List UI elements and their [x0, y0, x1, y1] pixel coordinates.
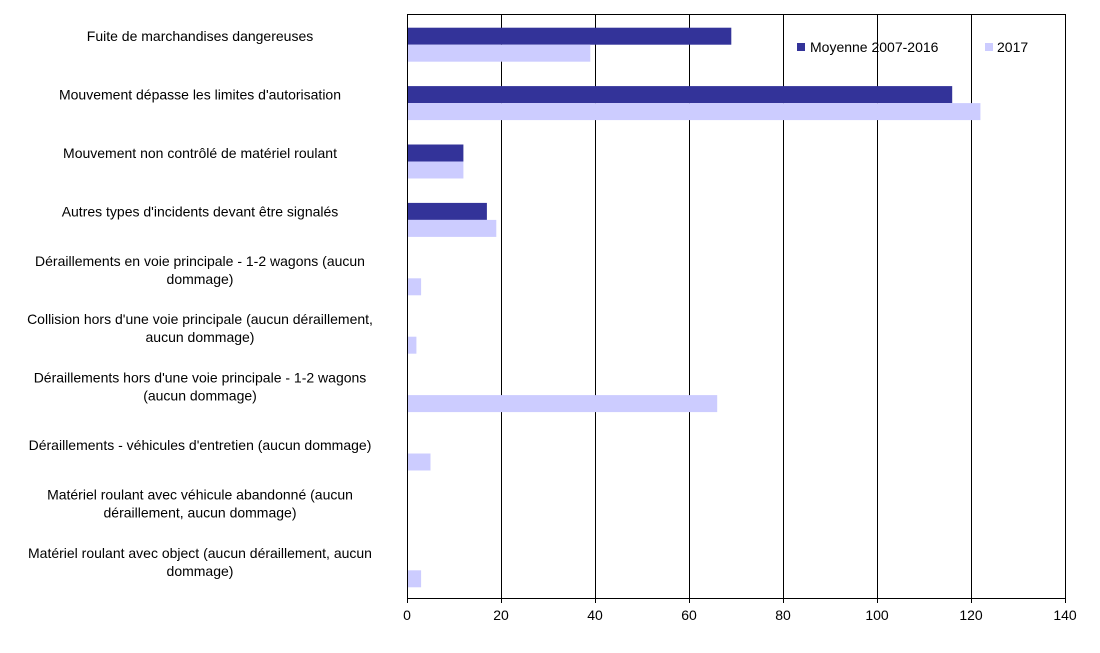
x-tick-label: 80: [775, 607, 791, 623]
x-tick-label: 0: [403, 607, 411, 623]
legend-swatch: [797, 43, 805, 51]
x-tick-label: 140: [1053, 607, 1077, 623]
category-label: Fuite de marchandises dangereuses: [87, 28, 313, 44]
x-tick-label: 60: [681, 607, 697, 623]
bar-2017-0: [407, 44, 591, 62]
x-tick-label: 100: [865, 607, 889, 623]
category-label: Autres types d'incidents devant être sig…: [62, 203, 339, 219]
legend: Moyenne 2007-2016 2017: [797, 39, 1028, 55]
x-axis: 0 20 40 60 80 100 120 140: [403, 598, 1077, 623]
x-tick-label: 20: [493, 607, 509, 623]
bar-moyenne-2007-2016-0: [407, 27, 732, 45]
bars: [407, 27, 981, 588]
category-label: Déraillements - véhicules d'entretien (a…: [29, 437, 372, 453]
plot-frame: [407, 14, 1066, 599]
bar-2017-9: [407, 570, 422, 588]
legend-label: Moyenne 2007-2016: [810, 39, 939, 55]
bar-2017-6: [407, 395, 718, 413]
legend-label: 2017: [997, 39, 1028, 55]
bar-2017-4: [407, 278, 422, 296]
bar-2017-7: [407, 453, 431, 471]
x-tick-label: 120: [959, 607, 983, 623]
x-tick-label: 40: [587, 607, 603, 623]
category-label: Mouvement dépasse les limites d'autorisa…: [59, 87, 341, 103]
legend-swatch: [985, 43, 993, 51]
category-label: Matériel roulant avec object (aucun déra…: [28, 545, 372, 579]
category-label: Collision hors d'une voie principale (au…: [27, 311, 373, 345]
category-label: Déraillements hors d'une voie principale…: [34, 370, 367, 404]
category-label: Mouvement non contrôlé de matériel roula…: [63, 145, 337, 161]
category-label: Matériel roulant avec véhicule abandonné…: [47, 486, 353, 520]
bar-moyenne-2007-2016-2: [407, 144, 464, 162]
category-label: Déraillements en voie principale - 1-2 w…: [35, 253, 365, 287]
bar-2017-2: [407, 161, 464, 179]
bar-moyenne-2007-2016-1: [407, 86, 953, 104]
y-axis-category-labels: Fuite de marchandises dangereuses Mouveme…: [27, 28, 373, 579]
bar-2017-1: [407, 103, 981, 121]
bar-moyenne-2007-2016-3: [407, 202, 487, 220]
bar-2017-5: [407, 336, 417, 354]
bar-2017-3: [407, 219, 497, 237]
